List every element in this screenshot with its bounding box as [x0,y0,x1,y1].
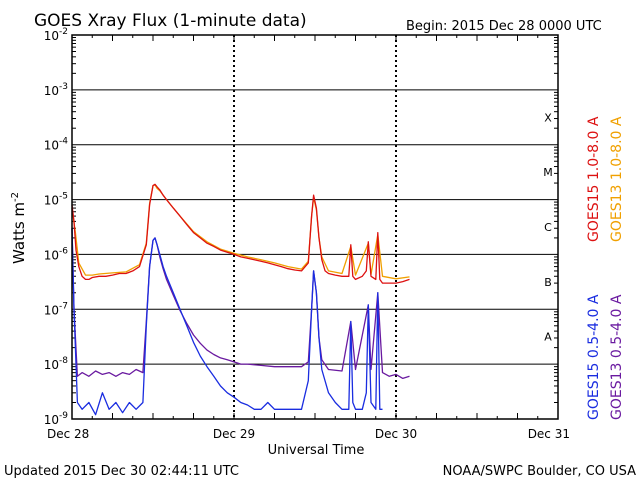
series-line-goes13-1-0-8-0-a [71,184,410,280]
legend-goes13-long: GOES13 1.0-8.0 A [609,116,625,242]
x-tick-label: Dec 30 [375,427,417,441]
legend-goes13-short: GOES13 0.5-4.0 A [609,294,625,420]
x-tick-label: Dec 28 [47,427,89,441]
y-tick-label: 10-3 [44,82,68,98]
y-tick-label: 10-4 [44,137,69,153]
updated-time: Updated 2015 Dec 30 02:44:11 UTC [4,464,239,479]
series-line-goes13-0-5-4-0-a [71,228,410,380]
credit: NOAA/SWPC Boulder, CO USA [443,464,636,479]
y-tick-label: 10-5 [44,192,68,208]
x-tick-label: Dec 29 [213,427,255,441]
y-axis-label: Watts m-2 [10,192,28,264]
legend-goes15-long: GOES15 1.0-8.0 A [586,116,602,242]
flare-class-a: A [544,331,552,344]
flare-class-m: M [543,166,553,179]
legend-goes15-short: GOES15 0.5-4.0 A [586,294,602,420]
x-tick-label: Dec 31 [528,427,570,441]
y-tick-label: 10-2 [44,27,68,43]
x-axis-label: Universal Time [268,443,365,458]
chart-title: GOES Xray Flux (1-minute data) [34,11,307,31]
y-tick-label: 10-7 [44,301,68,317]
plot-frame [71,34,559,420]
y-tick-label: 10-6 [44,246,69,262]
y-tick-label: 10-9 [44,411,69,427]
begin-time: Begin: 2015 Dec 28 0000 UTC [406,19,602,34]
flare-class-c: C [544,221,552,234]
series-line-goes15-1-0-8-0-a [71,183,410,284]
series-line-goes15-0-5-4-0-a [71,228,383,416]
flare-class-b: B [544,276,552,289]
flare-class-x: X [544,111,552,124]
y-tick-label: 10-8 [44,356,69,372]
